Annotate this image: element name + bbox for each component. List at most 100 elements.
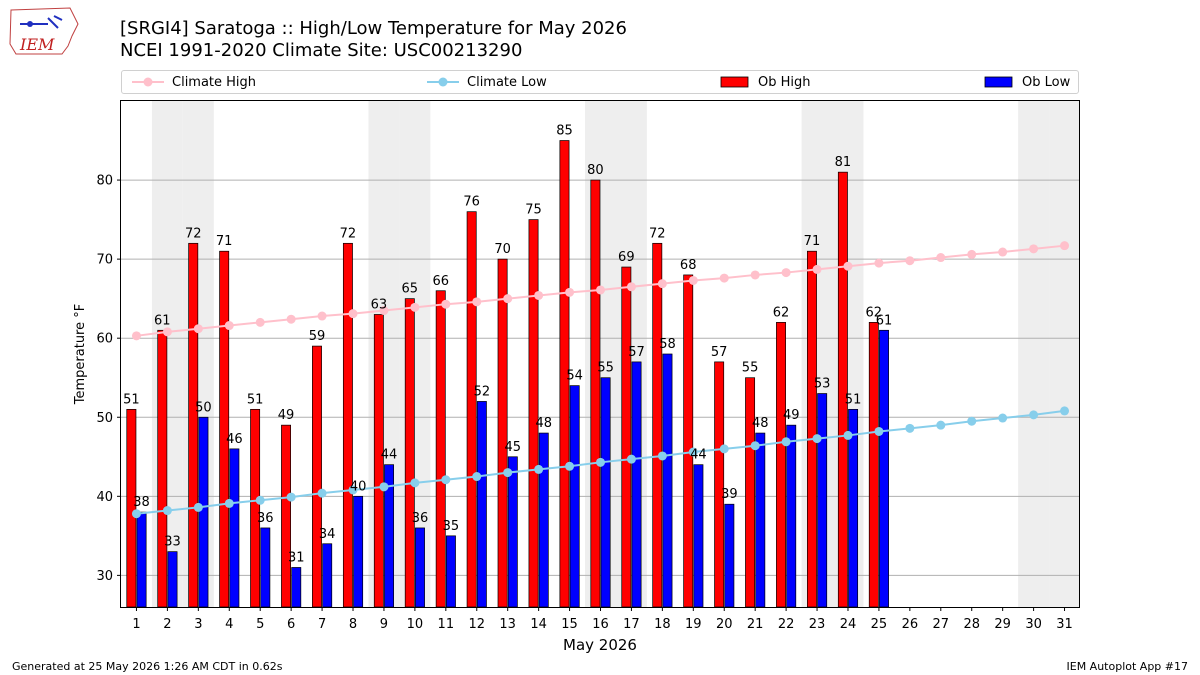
- x-tick-label: 28: [963, 617, 980, 632]
- x-tick-label: 22: [778, 617, 795, 632]
- legend-ob-low-label: Ob Low: [1022, 74, 1071, 90]
- y-tick-label: 80: [96, 174, 113, 189]
- climate-low-point: [750, 441, 760, 451]
- ob-high-bar: [157, 329, 168, 608]
- climate-high-point: [781, 268, 791, 278]
- ob-low-bar: [291, 567, 302, 608]
- ob-low-bar: [724, 503, 735, 608]
- ob-low-bar: [538, 432, 549, 608]
- ob-low-label: 53: [814, 377, 831, 392]
- climate-high-point: [565, 287, 575, 297]
- ob-high-label: 62: [866, 305, 883, 320]
- ob-low-bar: [507, 456, 518, 608]
- ob-low-label: 31: [288, 550, 305, 565]
- y-tick-label: 70: [96, 253, 113, 268]
- x-tick-label: 12: [468, 617, 485, 632]
- x-tick-label: 23: [809, 617, 826, 632]
- ob-low-label: 44: [381, 448, 398, 463]
- climate-high-point: [874, 258, 884, 268]
- ob-low-bar: [353, 495, 364, 608]
- legend-climate-high: Climate High: [132, 71, 256, 93]
- x-tick-label: 31: [1056, 617, 1073, 632]
- ob-high-label: 57: [711, 345, 728, 360]
- ob-high-bar: [745, 377, 756, 608]
- ob-high-bar: [404, 298, 415, 608]
- ob-high-bar: [312, 345, 322, 608]
- climate-low-point: [534, 464, 544, 474]
- climate-high-point: [657, 279, 667, 289]
- climate-high-point: [596, 285, 605, 295]
- x-tick-label: 1: [132, 617, 140, 632]
- y-tick-label: 60: [96, 332, 113, 347]
- climate-high-point: [503, 294, 513, 304]
- ob-high-label: 75: [525, 203, 542, 218]
- climate-low-point: [843, 430, 853, 440]
- climate-high-point: [688, 275, 698, 285]
- ob-low-label: 34: [319, 527, 336, 542]
- ob-high-label: 70: [494, 242, 511, 257]
- weekend-shade: [585, 101, 616, 607]
- ob-low-label: 38: [133, 495, 150, 510]
- ob-high-bar: [528, 219, 539, 608]
- ob-low-bar: [136, 511, 147, 608]
- ob-low-label: 51: [845, 392, 862, 407]
- climate-high-point: [998, 247, 1008, 257]
- ob-low-bar: [415, 527, 425, 608]
- legend-ob-high: Ob High: [720, 71, 811, 93]
- weekend-shade: [1018, 101, 1050, 607]
- x-tick-label: 18: [654, 617, 671, 632]
- ob-low-label: 46: [226, 432, 243, 447]
- ob-low-label: 61: [876, 313, 893, 328]
- climate-low-point: [317, 488, 327, 498]
- ob-high-label: 51: [123, 392, 140, 407]
- climate-low-point: [905, 423, 915, 433]
- ob-low-label: 54: [566, 369, 583, 384]
- climate-high-point: [936, 253, 946, 263]
- x-tick-label: 10: [407, 617, 424, 632]
- ob-high-label: 62: [773, 305, 790, 320]
- ob-high-bar: [868, 322, 879, 608]
- ob-low-label: 49: [783, 408, 800, 423]
- climate-low-point: [410, 478, 420, 488]
- x-tick-label: 7: [318, 617, 326, 632]
- ob-high-label: 72: [649, 226, 666, 241]
- climate-low-point: [688, 447, 698, 457]
- ob-high-bar: [776, 322, 786, 608]
- x-tick-label: 9: [380, 617, 388, 632]
- ob-low-label: 45: [505, 440, 522, 455]
- ob-high-bar: [435, 290, 446, 608]
- x-tick-label: 2: [163, 617, 171, 632]
- ob-low-label: 52: [474, 384, 491, 399]
- ob-low-bar: [693, 464, 704, 608]
- x-tick-label: 16: [592, 617, 609, 632]
- y-axis-label: Temperature °F: [73, 304, 88, 405]
- climate-low-point: [781, 437, 791, 447]
- climate-high-point: [1060, 241, 1070, 251]
- x-tick-label: 5: [256, 617, 264, 632]
- climate-low-point: [998, 413, 1008, 423]
- climate-low-point: [441, 475, 451, 485]
- climate-high-point: [905, 256, 915, 266]
- ob-low-bar: [229, 448, 240, 608]
- x-tick-label: 6: [287, 617, 295, 632]
- ob-high-label: 68: [680, 258, 697, 273]
- climate-low-point: [1029, 410, 1039, 420]
- weekend-shade: [151, 101, 183, 607]
- ob-high-label: 76: [463, 195, 480, 210]
- ob-low-label: 57: [628, 345, 645, 360]
- legend-climate-low-label: Climate Low: [467, 74, 547, 90]
- climate-low-point: [1060, 406, 1070, 416]
- ob-low-bar: [817, 393, 828, 608]
- weekend-shade: [1049, 101, 1080, 607]
- ob-high-label: 85: [556, 124, 573, 139]
- climate-low-point: [379, 482, 389, 492]
- logo-text: IEM: [19, 35, 55, 54]
- ob-low-label: 33: [164, 535, 181, 550]
- climate-high-point: [472, 297, 482, 307]
- y-tick-label: 40: [96, 490, 113, 505]
- ob-high-label: 80: [587, 163, 604, 178]
- climate-high-point: [750, 270, 760, 280]
- ob-low-label: 48: [752, 416, 769, 431]
- ob-low-bar: [167, 551, 178, 608]
